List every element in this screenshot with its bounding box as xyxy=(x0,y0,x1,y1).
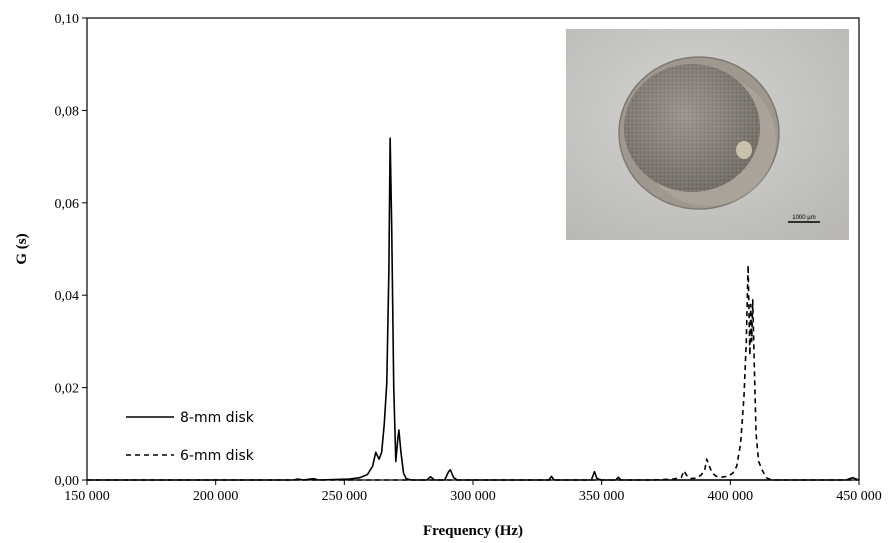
x-axis: 150 000 200 000 250 000 300 000 350 000 400 0… xyxy=(64,480,882,504)
y-tick-label: 0,06 xyxy=(55,197,80,212)
y-axis-title: G (s) xyxy=(14,233,30,264)
y-tick-label: 0,04 xyxy=(55,289,80,304)
x-tick-label: 400 000 xyxy=(708,489,754,504)
x-tick-label: 250 000 xyxy=(322,489,368,504)
inset-photo: 1000 µm xyxy=(566,29,849,240)
x-tick-label: 450 000 xyxy=(836,489,882,504)
y-tick-label: 0,10 xyxy=(55,12,80,27)
x-tick-label: 150 000 xyxy=(64,489,110,504)
x-tick-label: 200 000 xyxy=(193,489,239,504)
y-axis: 0,00 0,02 0,04 0,06 0,08 0,10 xyxy=(55,12,88,489)
x-tick-label: 300 000 xyxy=(450,489,496,504)
scale-bar-label: 1000 µm xyxy=(792,215,815,221)
x-axis-title: Frequency (Hz) xyxy=(423,523,523,539)
legend: 8-mm disk 6-mm disk xyxy=(126,410,255,464)
disk-highlight xyxy=(736,141,752,159)
legend-label-6mm: 6-mm disk xyxy=(180,448,255,464)
y-tick-label: 0,08 xyxy=(55,104,80,119)
y-tick-label: 0,00 xyxy=(55,474,80,489)
x-tick-label: 350 000 xyxy=(579,489,625,504)
legend-label-8mm: 8-mm disk xyxy=(180,410,255,426)
y-tick-label: 0,02 xyxy=(55,382,80,397)
disk-texture xyxy=(624,64,760,192)
